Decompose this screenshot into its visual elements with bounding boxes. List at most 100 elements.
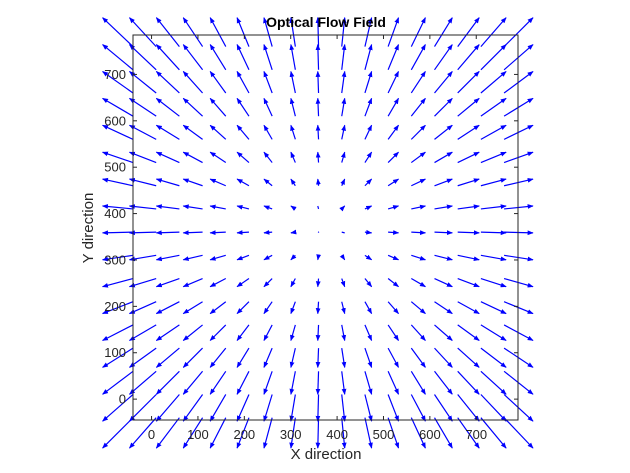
flow-arrow <box>263 43 273 70</box>
flow-arrow <box>387 151 399 163</box>
flow-arrow <box>434 347 453 368</box>
flow-arrow <box>182 44 204 71</box>
flow-arrow <box>480 71 507 94</box>
flow-arrow <box>341 43 347 70</box>
flow-arrow <box>480 417 507 449</box>
flow-arrow <box>289 417 296 449</box>
flow-arrow <box>457 17 480 47</box>
flow-arrow <box>387 17 400 47</box>
flow-arrow <box>340 178 346 186</box>
flow-arrow <box>128 254 157 262</box>
flow-arrow <box>182 324 203 341</box>
flow-arrow <box>434 324 453 341</box>
y-tick-label: 300 <box>104 252 126 267</box>
flow-arrow <box>387 394 400 422</box>
flow-arrow <box>457 417 480 449</box>
flow-arrow <box>480 151 507 164</box>
flow-arrow <box>480 254 507 262</box>
flow-arrow <box>263 371 273 395</box>
flow-arrow <box>263 205 273 211</box>
flow-arrow <box>457 178 480 187</box>
flow-arrow <box>364 278 373 288</box>
flow-arrow <box>364 17 373 47</box>
flow-arrow <box>434 277 453 288</box>
flow-arrow <box>209 301 227 315</box>
flow-arrow <box>155 44 180 71</box>
flow-arrow <box>155 178 180 187</box>
flow-arrow <box>236 151 250 164</box>
flow-arrow <box>182 370 204 395</box>
flow-arrow <box>209 97 227 117</box>
flow-arrow <box>457 324 480 341</box>
flow-arrow <box>182 71 204 94</box>
flow-arrow <box>209 417 227 449</box>
flow-arrow <box>315 301 321 315</box>
flow-arrow <box>263 17 273 47</box>
flow-arrow <box>236 204 250 210</box>
flow-arrow <box>387 44 400 71</box>
flow-arrow <box>503 417 534 449</box>
flow-arrow <box>410 394 426 422</box>
flow-arrow <box>182 204 203 210</box>
flow-arrow <box>480 178 507 187</box>
flow-arrow <box>315 124 321 140</box>
flow-arrow <box>315 394 321 422</box>
flow-arrow <box>411 278 426 288</box>
flow-arrow <box>457 277 480 288</box>
flow-arrow <box>209 324 227 341</box>
flow-arrow <box>263 324 273 342</box>
flow-arrow <box>128 178 157 187</box>
x-tick-label: 600 <box>419 427 441 442</box>
flow-arrow <box>387 178 400 187</box>
flow-arrow <box>263 278 273 288</box>
flow-arrow <box>209 230 226 236</box>
flow-arrow <box>102 347 134 368</box>
flow-arrow <box>315 97 321 117</box>
flow-arrow <box>316 178 321 186</box>
flow-arrow <box>480 370 507 395</box>
flow-arrow <box>209 178 227 187</box>
flow-arrow <box>410 124 426 140</box>
y-tick-label: 600 <box>104 113 126 128</box>
y-tick-label: 200 <box>104 299 126 314</box>
chart-title: Optical Flow Field <box>266 14 386 30</box>
flow-arrow <box>480 204 507 210</box>
flow-arrow <box>387 347 400 368</box>
flow-arrow <box>480 17 507 47</box>
x-axis-label: X direction <box>291 446 362 463</box>
flow-arrow <box>480 394 507 422</box>
flow-arrow <box>209 394 227 422</box>
x-tick-label: 0 <box>148 427 155 442</box>
flow-arrow <box>101 254 134 262</box>
x-tick-label: 700 <box>465 427 487 442</box>
plot-area-frame <box>132 34 519 421</box>
flow-arrow <box>315 17 321 47</box>
flow-arrow <box>129 417 157 449</box>
flow-arrow <box>480 124 507 140</box>
flow-arrow <box>155 394 180 422</box>
flow-arrow <box>410 370 426 395</box>
y-tick-label: 0 <box>119 392 126 407</box>
flow-arrow <box>102 151 134 164</box>
flow-arrow <box>290 229 297 235</box>
flow-arrow <box>364 301 373 315</box>
flow-arrow <box>209 347 227 368</box>
flow-arrow <box>411 204 427 210</box>
flow-arrow <box>434 178 453 187</box>
flow-arrow <box>182 394 204 422</box>
flow-arrow <box>434 124 453 140</box>
flow-arrow <box>411 254 426 261</box>
flow-arrow <box>289 347 296 368</box>
flow-arrow <box>410 97 426 117</box>
flow-arrow <box>101 177 134 187</box>
flow-arrow <box>289 43 296 70</box>
flow-arrow <box>236 230 250 235</box>
flow-arrow <box>236 394 250 422</box>
flow-arrow <box>457 370 480 395</box>
flow-arrow <box>128 204 157 210</box>
y-tick-label: 700 <box>104 67 126 82</box>
x-tick-label: 500 <box>373 427 395 442</box>
flow-arrow <box>315 324 321 342</box>
flow-arrow <box>364 347 373 368</box>
